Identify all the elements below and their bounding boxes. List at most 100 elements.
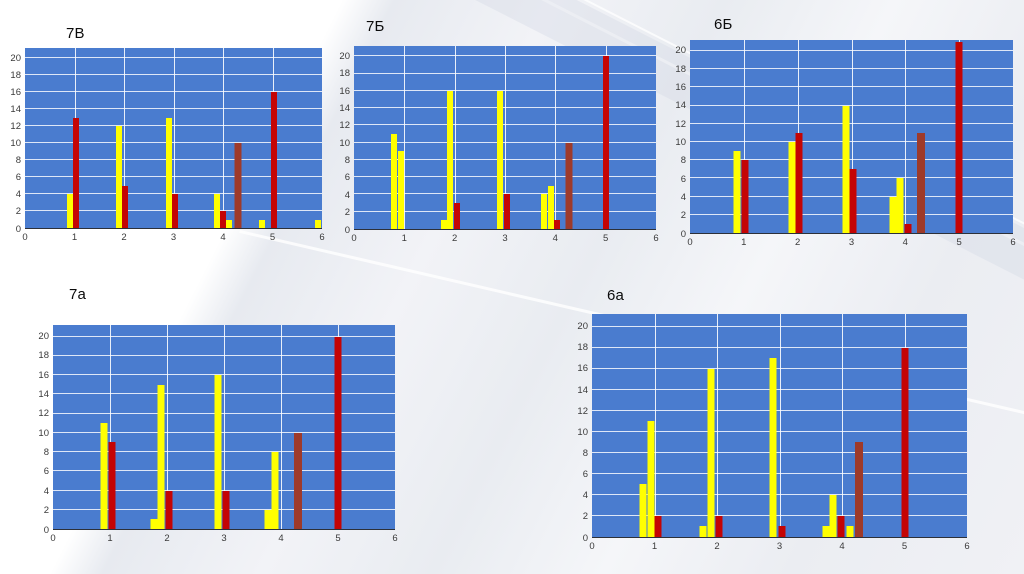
- bar-red: [837, 515, 845, 537]
- y-tick-label: 2: [43, 504, 49, 516]
- bar-red: [554, 220, 561, 229]
- y-tick-label: 2: [582, 511, 588, 523]
- bar-yellow: [496, 90, 503, 229]
- x-tick-label: 6: [319, 232, 325, 243]
- chart-7a: 7а 0 2 4 6 8 10 12 14 16 18 20 0 1 2 3 4 5 6: [38, 286, 397, 543]
- bar-dark: [565, 142, 573, 229]
- y-tick-label: 2: [344, 206, 350, 218]
- bar-yellow: [896, 178, 904, 233]
- bar-red: [795, 132, 803, 233]
- v-gridline: [842, 314, 843, 537]
- x-tick-label: 4: [902, 237, 908, 248]
- bar-yellow: [150, 519, 158, 529]
- v-gridline: [124, 48, 125, 228]
- chart-6b: 6Б 0 2 4 6 8 10 12 14 16 18 20 0 1 2 3 4 5 6: [675, 16, 1015, 247]
- bar-red: [334, 336, 342, 529]
- x-tick-label: 3: [776, 541, 783, 552]
- bar-red: [715, 515, 723, 537]
- y-tick-label: 16: [10, 86, 21, 98]
- y-tick-label: 6: [15, 172, 21, 184]
- bar-red: [270, 92, 277, 228]
- y-tick-label: 10: [675, 136, 686, 148]
- x-tick-label: 2: [452, 233, 458, 244]
- y-tick-label: 4: [680, 191, 686, 203]
- chart-title-7v: 7В: [66, 25, 85, 42]
- chart-7b: 7Б 0 2 4 6 8 10 12 14 16 18 20 0 1 2 3 4 5 6: [339, 18, 658, 243]
- y-tick-label: 20: [675, 45, 686, 57]
- bar-red: [849, 169, 857, 233]
- bar-yellow: [788, 141, 796, 233]
- bar-yellow: [226, 219, 233, 228]
- y-tick-label: 8: [680, 155, 686, 167]
- y-tick-label: 14: [675, 100, 686, 112]
- v-gridline: [454, 46, 456, 229]
- y-tick-label: 0: [582, 532, 588, 544]
- x-tick-label: 3: [502, 233, 508, 244]
- bar-yellow: [100, 423, 108, 529]
- x-tick-label: 0: [589, 541, 595, 552]
- bar-red: [778, 526, 786, 537]
- plot-area-6b: [690, 40, 1013, 234]
- bar-red: [72, 117, 79, 228]
- x-tick-label: 6: [1010, 237, 1016, 248]
- x-tick-label: 2: [795, 237, 801, 248]
- bar-dark: [917, 132, 926, 233]
- v-gridline: [110, 325, 111, 529]
- y-tick-label: 2: [15, 206, 21, 218]
- bar-yellow: [846, 526, 853, 537]
- y-tick-label: 6: [43, 466, 49, 478]
- y-tick-label: 10: [577, 426, 588, 438]
- x-tick-label: 5: [603, 233, 609, 244]
- x-tick-label: 2: [714, 541, 720, 552]
- y-tick-label: 14: [10, 103, 21, 115]
- y-tick-label: 8: [15, 154, 21, 166]
- x-tick-label: 1: [401, 233, 407, 244]
- y-tick-label: 16: [577, 363, 588, 375]
- y-tick-label: 10: [339, 137, 350, 149]
- y-tick-label: 8: [344, 154, 350, 166]
- bar-red: [741, 160, 749, 233]
- bar-red: [955, 41, 963, 233]
- v-gridline: [224, 325, 225, 529]
- bar-yellow: [397, 151, 404, 229]
- v-gridline: [505, 46, 506, 229]
- bar-yellow: [889, 196, 897, 233]
- x-tick-label: 6: [964, 541, 970, 552]
- bar-red: [602, 56, 609, 229]
- y-tick-label: 18: [675, 63, 686, 75]
- bar-yellow: [66, 194, 73, 228]
- bar-yellow: [769, 358, 777, 537]
- v-gridline: [173, 48, 175, 228]
- y-tick-label: 12: [38, 408, 49, 420]
- bar-yellow: [391, 134, 398, 229]
- v-gridline: [905, 40, 907, 233]
- bar-red: [122, 185, 129, 228]
- chart-6a: 6а 0 2 4 6 8 10 12 14 16 18 20 0 1 2 3 4 5 6: [577, 287, 969, 551]
- bar-yellow: [258, 219, 265, 228]
- x-tick-label: 0: [351, 233, 357, 244]
- x-tick-label: 2: [121, 232, 127, 243]
- bar-yellow: [733, 151, 741, 233]
- bar-red: [222, 490, 230, 529]
- bar-yellow: [271, 452, 279, 529]
- chart-7v: 7В 0 2 4 6 8 10 12 14 16 18 20 0 1 2 3 4 5 6: [10, 25, 324, 242]
- x-tick-label: 0: [22, 232, 28, 243]
- bar-yellow: [707, 368, 715, 537]
- y-tick-label: 2: [680, 209, 686, 221]
- x-tick-label: 5: [901, 541, 908, 552]
- bar-red: [503, 194, 510, 229]
- y-tick-label: 20: [10, 52, 21, 64]
- y-tick-label: 12: [675, 118, 686, 130]
- v-gridline: [281, 325, 282, 529]
- v-gridline: [223, 48, 224, 228]
- bar-yellow: [547, 185, 554, 229]
- chart-title-7b: 7Б: [366, 18, 385, 35]
- bar-yellow: [315, 219, 322, 228]
- chart-title-6a: 6а: [607, 287, 625, 304]
- bar-yellow: [214, 375, 222, 529]
- v-gridline: [404, 46, 406, 229]
- x-tick-label: 0: [50, 533, 56, 544]
- x-tick-label: 5: [335, 533, 341, 544]
- bar-yellow: [116, 126, 123, 228]
